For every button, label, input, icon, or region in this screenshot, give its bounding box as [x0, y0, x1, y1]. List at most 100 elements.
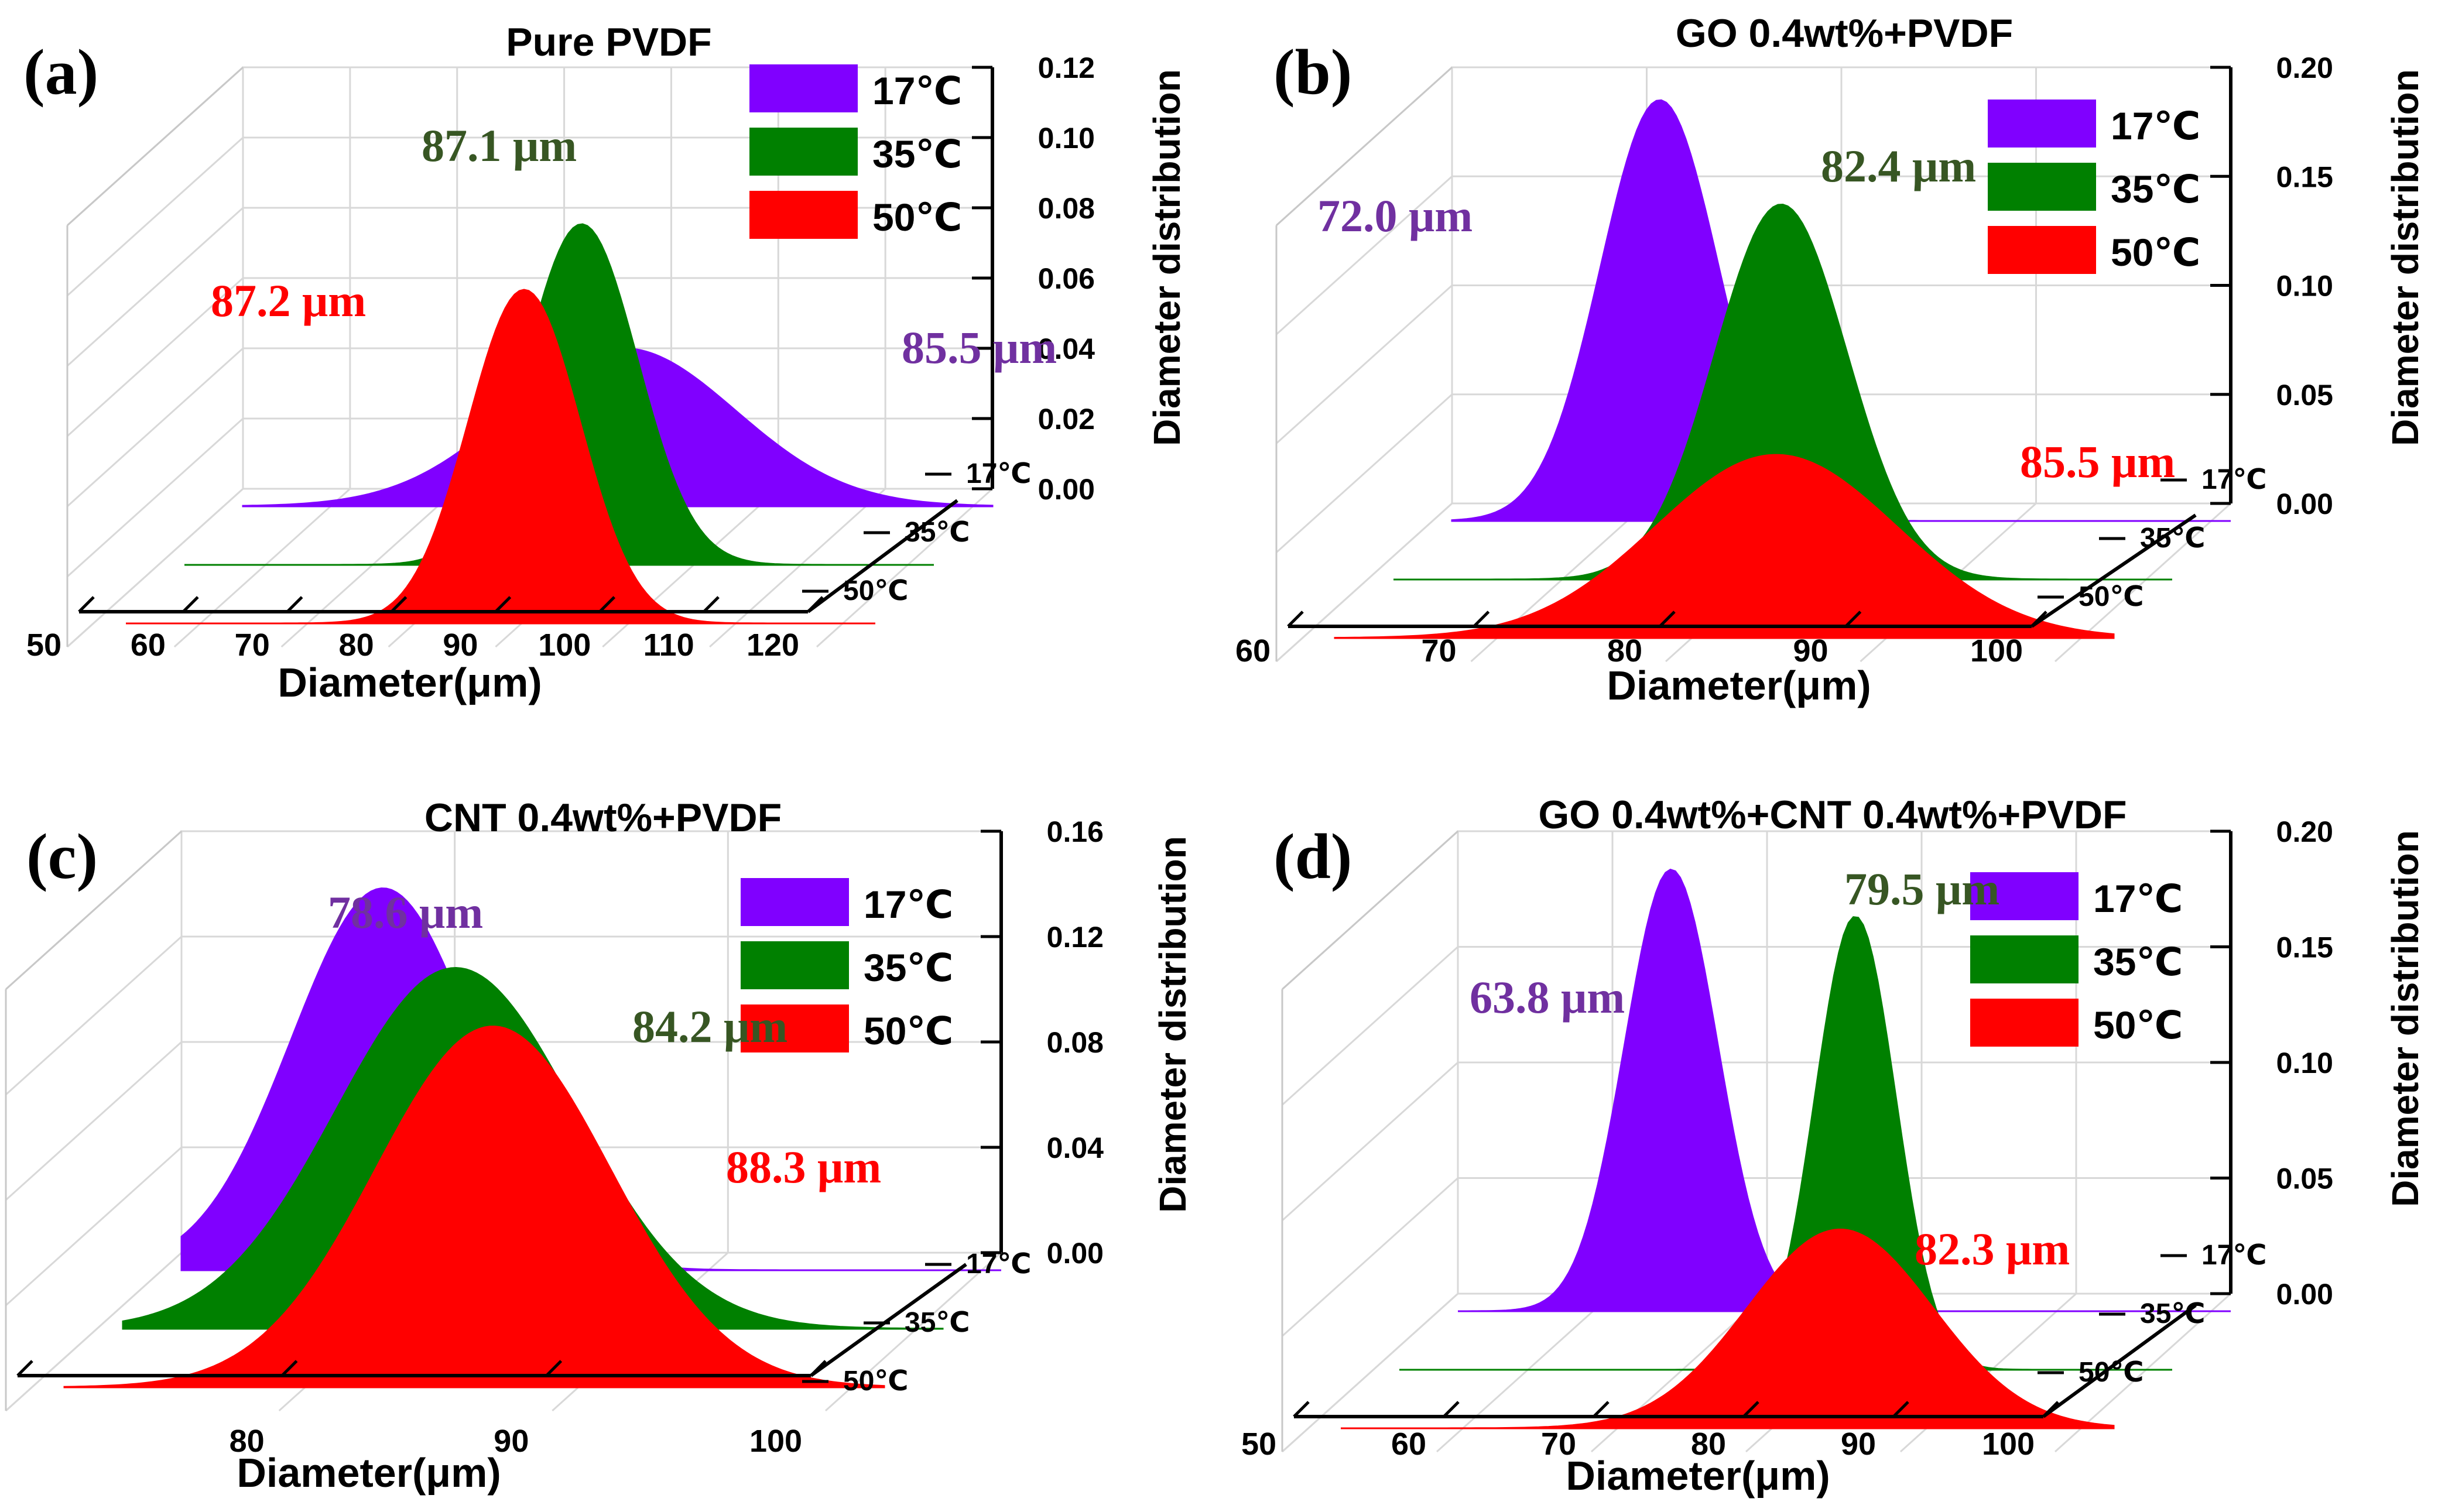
floor-grid-line	[280, 488, 458, 648]
x-axis-title: Diameter(μm)	[278, 660, 542, 705]
x-tick-label: 100	[538, 628, 591, 663]
y-tick-label: 0.08	[1047, 1026, 1104, 1059]
y-tick-label: 0.02	[1038, 403, 1095, 436]
chart-panel-1: 50 60 70 80 90 100 110 120 0.00 0.02 0.04 0.06 0.08 0…	[23, 20, 1188, 705]
panel-letter: (a)	[23, 36, 98, 108]
y-tick-label: 0.00	[1047, 1237, 1104, 1270]
y-tick-label: 0.08	[1038, 192, 1095, 225]
x-tick	[1293, 1401, 1310, 1418]
side-grid-line	[5, 1146, 183, 1307]
x-tick	[494, 596, 512, 613]
panel-letter: (c)	[26, 821, 98, 892]
peak-label-0: 78.6 μm	[328, 887, 483, 938]
y-tick-label: 0.20	[2276, 815, 2333, 848]
x-tick-label: 50	[1241, 1427, 1276, 1462]
legend-swatch-1	[741, 941, 849, 989]
y-axis-title: Diameter distribution	[2384, 69, 2426, 446]
axes: 50 60 70 80 90 100 0.00 0.05 0.10 0.15 0.20 17℃ 35℃ 5…	[1241, 815, 2333, 1462]
side-grid-line	[1281, 1292, 1459, 1453]
y-tick-label: 0.05	[2276, 379, 2333, 412]
legend-label: 17℃	[864, 883, 953, 926]
side-grid-line	[66, 417, 244, 578]
y-tick-label: 0.00	[1038, 473, 1095, 506]
side-grid-line	[1281, 1061, 1459, 1222]
y-tick-label: 0.00	[2276, 1278, 2333, 1311]
side-wall-edge	[1275, 66, 1453, 227]
legend-swatch-0	[1970, 872, 2079, 920]
x-tick-label: 80	[1607, 633, 1642, 668]
y-tick-label: 0.06	[1038, 262, 1095, 295]
y-tick-label: 0.00	[2276, 488, 2333, 520]
y-axis-title: Diameter distribution	[2384, 830, 2426, 1207]
side-grid-line	[1281, 1177, 1459, 1337]
legend-label: 50℃	[864, 1009, 953, 1052]
x-tick-label: 80	[230, 1424, 265, 1459]
legend-swatch-1	[1970, 935, 2079, 983]
legend-label: 35℃	[864, 946, 953, 989]
depth-label: 50℃	[2079, 1357, 2144, 1388]
depth-label: 35℃	[905, 1307, 970, 1338]
x-tick-label: 90	[494, 1424, 529, 1459]
chart-title: CNT 0.4wt%+PVDF	[424, 796, 782, 840]
legend-swatch-2	[1988, 226, 2096, 274]
y-axis-title: Diameter distribution	[1152, 836, 1194, 1213]
legend-swatch-2	[749, 191, 858, 239]
y-tick-label: 0.15	[2276, 160, 2333, 193]
x-tick-label: 50	[26, 628, 61, 663]
x-tick	[807, 596, 824, 613]
axes: 60 70 80 90 100 0.00 0.05 0.10 0.15 0.20 17℃ 35℃ 50℃	[1235, 52, 2333, 668]
x-tick	[598, 596, 616, 613]
depth-label: 35℃	[2140, 1298, 2206, 1329]
depth-axis-line	[2042, 1304, 2197, 1418]
floor-grid-line	[816, 488, 994, 648]
chart-title: GO 0.4wt%+CNT 0.4wt%+PVDF	[1538, 793, 2127, 837]
chart-title: Pure PVDF	[506, 20, 711, 64]
y-tick-label: 0.12	[1038, 52, 1095, 84]
legend: 17℃ 35℃ 50℃	[1970, 872, 2183, 1047]
legend-label: 50℃	[2111, 231, 2200, 274]
peak-label-0: 72.0 μm	[1317, 190, 1473, 241]
y-tick-label: 0.04	[1038, 332, 1095, 365]
x-tick-label: 100	[1982, 1427, 2035, 1462]
legend-label: 17℃	[872, 69, 962, 112]
legend: 17℃ 35℃ 50℃	[741, 878, 953, 1052]
depth-label: 50℃	[2079, 581, 2144, 612]
chart-panel-4: 50 60 70 80 90 100 0.00 0.05 0.10 0.15 0.20 17℃ 35℃ 5…	[1241, 793, 2426, 1499]
side-grid-line	[66, 347, 244, 508]
peak-label-2: 82.3 μm	[1915, 1223, 2070, 1274]
x-axis-title: Diameter(μm)	[237, 1450, 501, 1496]
legend-label: 35℃	[2111, 167, 2200, 211]
side-grid-line	[66, 207, 244, 367]
side-grid-line	[1275, 393, 1453, 553]
peak-label-1: 82.4 μm	[1821, 140, 1976, 191]
y-tick-label: 0.16	[1047, 815, 1104, 848]
depth-label: 50℃	[843, 1366, 909, 1397]
legend-swatch-1	[749, 128, 858, 176]
y-tick-label: 0.10	[2276, 1047, 2333, 1079]
distribution-area-50	[1334, 454, 2115, 639]
x-tick-label: 80	[1691, 1427, 1726, 1462]
depth-label: 17℃	[966, 458, 1032, 489]
x-tick-label: 70	[1421, 633, 1456, 668]
side-grid-line	[5, 1041, 183, 1201]
x-tick-label: 60	[1235, 633, 1271, 668]
panel-letter: (d)	[1273, 821, 1352, 892]
legend-swatch-2	[1970, 999, 2079, 1047]
chart-panel-2: 60 70 80 90 100 0.00 0.05 0.10 0.15 0.20 17℃ 35℃ 50℃…	[1235, 11, 2426, 708]
x-tick	[2042, 1401, 2059, 1418]
distribution-area-50	[126, 289, 875, 625]
legend-swatch-0	[749, 64, 858, 112]
y-tick-label: 0.15	[2276, 931, 2333, 964]
x-tick	[2030, 611, 2047, 628]
peak-label-2: 88.3 μm	[726, 1141, 881, 1192]
x-tick-label: 120	[747, 628, 799, 663]
side-grid-line	[5, 1252, 183, 1412]
side-grid-line	[1275, 176, 1453, 335]
depth-label: 17℃	[2201, 1240, 2267, 1271]
y-tick-label: 0.04	[1047, 1132, 1104, 1164]
distribution-area-35	[1393, 203, 2172, 581]
side-grid-line	[5, 935, 183, 1096]
legend: 17℃ 35℃ 50℃	[749, 64, 962, 239]
y-tick-label: 0.10	[1038, 122, 1095, 155]
